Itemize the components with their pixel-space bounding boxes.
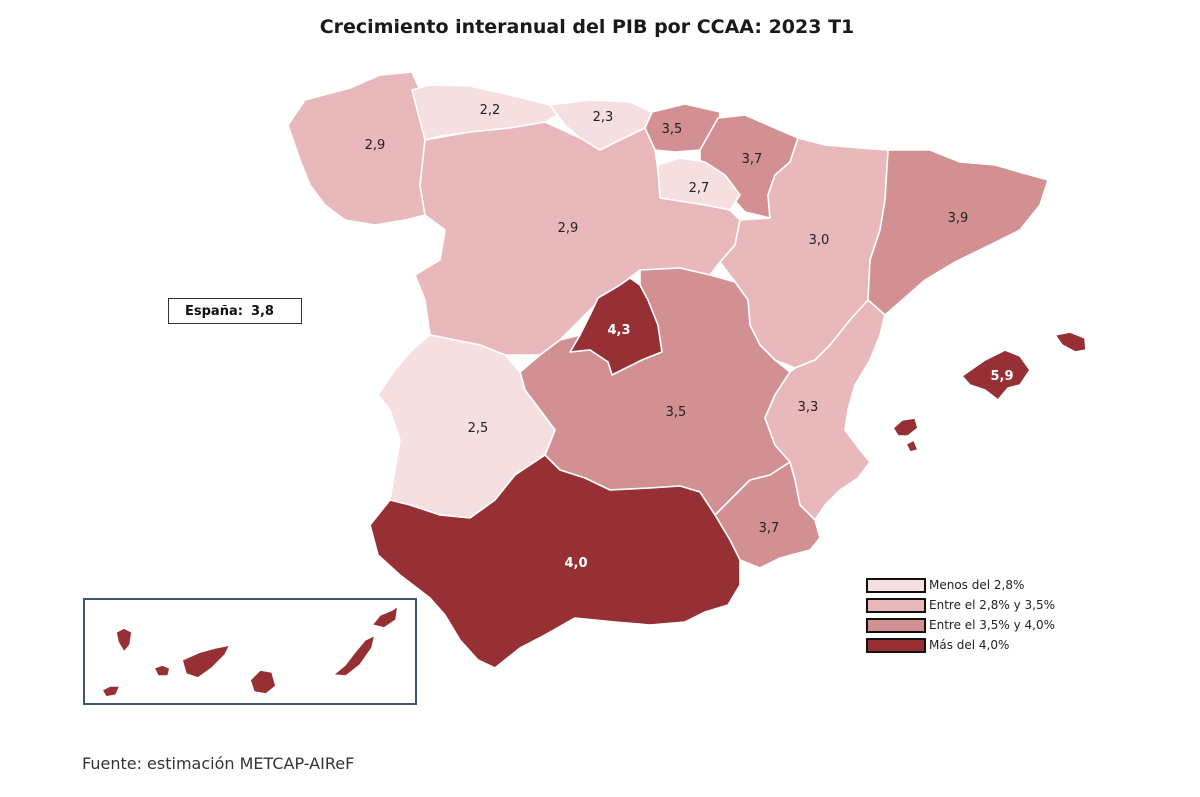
value-label-asturias: 2,2 <box>480 103 501 118</box>
island-tenerife[interactable] <box>181 644 231 679</box>
region-canarias-islands <box>101 605 399 698</box>
value-label-castilla-la-mancha: 3,5 <box>666 405 687 420</box>
spain-total-label: España: <box>185 303 243 319</box>
value-label-canarias: 5,7 <box>251 621 274 636</box>
region-baleares[interactable] <box>961 349 1031 401</box>
value-label-cataluna: 3,9 <box>948 211 969 226</box>
region-andalucia[interactable] <box>369 454 741 669</box>
island-lanzarote[interactable] <box>371 605 399 629</box>
legend-item: Menos del 2,8% <box>866 575 1055 595</box>
region-baleares-menorca[interactable] <box>1054 331 1087 353</box>
value-label-extremadura: 2,5 <box>468 421 489 436</box>
legend-item: Entre el 2,8% y 3,5% <box>866 595 1055 615</box>
island-la-palma[interactable] <box>115 627 133 653</box>
legend-label: Más del 4,0% <box>929 638 1010 652</box>
spain-total-box: España: 3,8 <box>168 298 302 324</box>
legend-swatch <box>866 577 926 593</box>
canarias-inset-frame <box>83 598 417 705</box>
island-el-hierro[interactable] <box>101 685 121 698</box>
legend-swatch <box>866 617 926 633</box>
spain-total-value: 3,8 <box>250 303 274 319</box>
island-la-gomera[interactable] <box>153 664 171 677</box>
region-comunidad-valenciana[interactable] <box>764 299 886 521</box>
value-label-madrid: 4,3 <box>607 323 630 338</box>
legend-label: Menos del 2,8% <box>929 578 1025 592</box>
legend-item: Entre el 3,5% y 4,0% <box>866 615 1055 635</box>
legend-item: Más del 4,0% <box>866 635 1055 655</box>
value-label-galicia: 2,9 <box>365 138 386 153</box>
legend-label: Entre el 3,5% y 4,0% <box>929 618 1055 632</box>
value-label-murcia: 3,7 <box>759 521 780 536</box>
legend: Menos del 2,8% Entre el 2,8% y 3,5% Entr… <box>866 575 1055 655</box>
region-cataluna[interactable] <box>867 149 1049 316</box>
value-label-navarra: 3,7 <box>742 152 763 167</box>
legend-swatch <box>866 597 926 613</box>
region-murcia[interactable] <box>714 461 821 569</box>
value-label-castilla-leon: 2,9 <box>558 221 579 236</box>
region-asturias[interactable] <box>411 84 566 141</box>
legend-swatch <box>866 637 926 653</box>
value-label-andalucia: 4,0 <box>564 556 587 571</box>
source-note: Fuente: estimación METCAP-AIReF <box>82 754 355 773</box>
region-galicia[interactable] <box>287 71 426 226</box>
value-label-la-rioja: 2,7 <box>689 181 710 196</box>
value-label-aragon: 3,0 <box>809 233 830 248</box>
map-title: Crecimiento interanual del PIB por CCAA:… <box>319 16 855 38</box>
value-label-baleares: 5,9 <box>990 369 1013 384</box>
island-gran-canaria[interactable] <box>249 669 277 695</box>
value-label-valencia: 3,3 <box>798 400 819 415</box>
value-label-pais-vasco: 3,5 <box>662 122 683 137</box>
region-baleares-ibiza[interactable] <box>892 417 919 437</box>
region-baleares-formentera[interactable] <box>905 439 919 453</box>
value-label-cantabria: 2,3 <box>593 110 614 125</box>
legend-label: Entre el 2,8% y 3,5% <box>929 598 1055 612</box>
island-fuerteventura[interactable] <box>332 634 376 677</box>
